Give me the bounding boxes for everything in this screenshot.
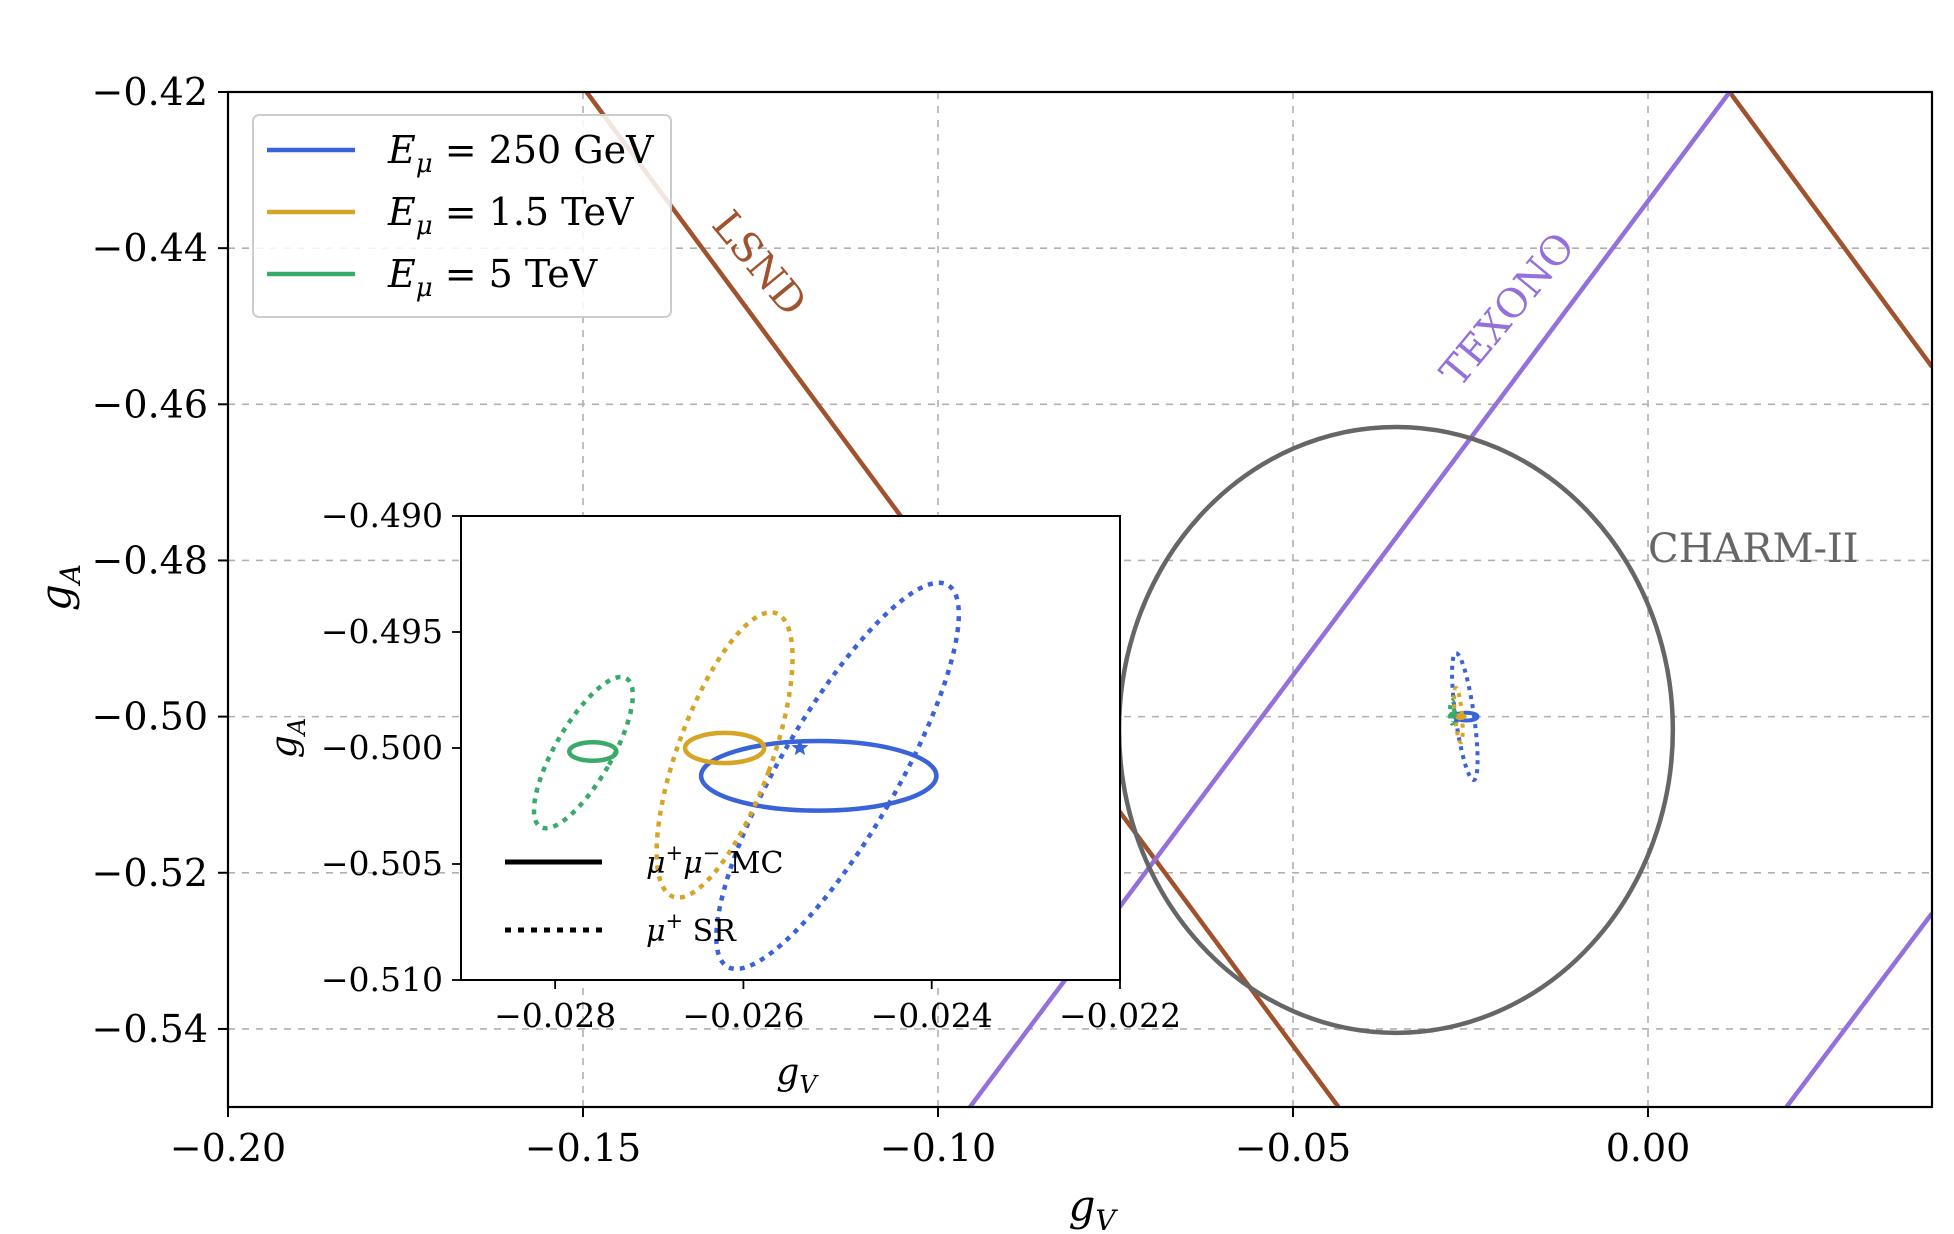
- main-axes-frame: [226, 90, 1934, 1109]
- inset-legend: μ+μ− MC μ+ SR: [505, 841, 783, 949]
- legend-label-e250: Eμ = 250 GeV: [387, 128, 654, 179]
- main-xtick-label-1: −0.15: [525, 1126, 641, 1170]
- inset-contour-e250-dotted: [714, 580, 962, 972]
- main-ytick-label-4: −0.50: [92, 695, 208, 739]
- charm-ii-annotation: CHARM-II: [1648, 526, 1859, 572]
- inset-xtick-label-2: −0.024: [871, 996, 993, 1035]
- main-xtick-label-2: −0.10: [880, 1126, 996, 1170]
- main-ytick-label-3: −0.48: [92, 538, 208, 582]
- inset-contour-e5000-dotted: [531, 674, 636, 831]
- inset-x-axis-label: gV: [776, 1052, 819, 1099]
- inset-contour-e1500-solid: [682, 730, 767, 766]
- main-ytick-label-2: −0.46: [92, 382, 208, 426]
- inset-plot-area: [531, 580, 962, 972]
- charm-ii-ellipse: [1116, 424, 1676, 1036]
- inset-y-axis-label: gA: [264, 718, 311, 758]
- main-legend: Eμ = 250 GeV Eμ = 1.5 TeV Eμ = 5 TeV: [252, 114, 672, 318]
- main-contour-e5000-dotted: [1447, 698, 1457, 726]
- inset-ytick-label-4: −0.510: [321, 960, 443, 999]
- inset-ytick-label-3: −0.505: [321, 844, 443, 883]
- lsnd-band-line-1: [1727, 92, 1932, 369]
- inset-ticks: −0.028 −0.026 −0.024 −0.022 −0.490 −0.495 −0.5…: [321, 496, 1181, 1035]
- inset-contour-e250-solid: [698, 738, 939, 813]
- main-legend-box: [252, 114, 672, 318]
- inset-best-fit-star: [791, 739, 809, 756]
- inset-ytick-label-1: −0.495: [321, 612, 443, 651]
- texono-annotation: TEXONO: [1432, 224, 1585, 395]
- inset-xtick-label-1: −0.026: [682, 996, 804, 1035]
- main-xtick-label-4: 0.00: [1606, 1126, 1691, 1170]
- inset-ytick-label-2: −0.500: [321, 728, 443, 767]
- inset-legend-label-dotted: μ+ SR: [646, 909, 737, 949]
- main-contour-e250-dotted: [1450, 651, 1480, 783]
- main-ytick-label-5: −0.52: [92, 851, 208, 895]
- main-xtick-label-3: −0.05: [1235, 1126, 1351, 1170]
- inset-xtick-label-0: −0.028: [494, 996, 616, 1035]
- main-ticks: −0.20 −0.15 −0.10 −0.05 0.00 −0.42 −0.44 −0.46 −…: [92, 70, 1691, 1170]
- main-ytick-label-6: −0.54: [92, 1007, 208, 1051]
- inset-contour-e1500-dotted: [654, 610, 795, 900]
- inset-legend-label-solid: μ+μ− MC: [646, 841, 783, 881]
- main-ytick-label-0: −0.42: [92, 70, 208, 114]
- legend-label-e5000: Eμ = 5 TeV: [387, 252, 598, 303]
- legend-label-e1500: Eμ = 1.5 TeV: [387, 190, 634, 241]
- main-xtick-label-0: −0.20: [170, 1126, 286, 1170]
- texono-band-line-1: [1784, 912, 1932, 1107]
- main-x-axis-label: gV: [1068, 1181, 1118, 1234]
- main-y-axis-label: gA: [31, 564, 87, 611]
- main-ytick-label-1: −0.44: [92, 226, 208, 270]
- inset-ytick-label-0: −0.490: [321, 496, 443, 535]
- lsnd-annotation: LSND: [703, 202, 815, 325]
- inset-background: [461, 516, 1120, 980]
- inset-xtick-label-3: −0.022: [1059, 996, 1181, 1035]
